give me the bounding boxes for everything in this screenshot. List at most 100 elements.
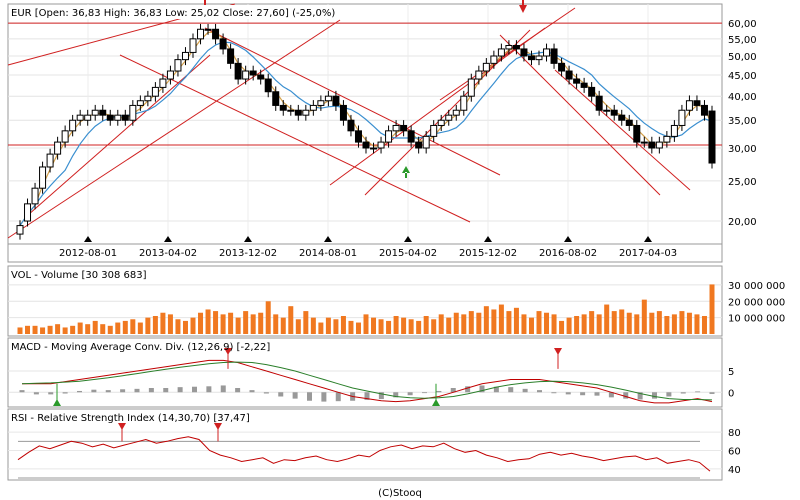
volume-bar xyxy=(355,322,361,334)
volume-y-tick: 20 000 000 xyxy=(728,297,785,308)
volume-bar xyxy=(160,312,166,334)
macd-histogram-bar xyxy=(278,392,284,397)
volume-bar xyxy=(468,311,474,334)
candle-body xyxy=(234,62,242,80)
volume-bar xyxy=(258,312,264,334)
macd-histogram-bar xyxy=(594,392,600,396)
candle-body xyxy=(76,114,84,121)
candle-body xyxy=(189,38,197,53)
x-tick-marker xyxy=(324,236,332,242)
volume-bar xyxy=(280,317,286,334)
candle-body xyxy=(106,114,114,121)
volume-bar xyxy=(17,327,23,334)
candle-body xyxy=(400,124,408,132)
rsi-line xyxy=(17,436,711,472)
footer-credit: (C)Stooq xyxy=(378,488,422,499)
volume-bar xyxy=(634,314,640,334)
macd-histogram-bar xyxy=(19,390,25,393)
price-x-tick: 2016-08-02 xyxy=(539,248,597,259)
rsi-title: RSI - Relative Strength Index (14,30,70)… xyxy=(11,413,250,424)
x-tick-marker xyxy=(404,236,412,242)
candle-body xyxy=(257,74,265,80)
macd-histogram-bar xyxy=(551,392,557,394)
rsi-sell-marker xyxy=(118,423,126,430)
volume-bar xyxy=(107,325,113,334)
macd-y-tick: 5 xyxy=(728,367,734,378)
volume-bar xyxy=(205,309,211,334)
volume-bar xyxy=(431,319,437,334)
candle-body xyxy=(61,130,69,143)
macd-histogram-bar xyxy=(666,392,672,397)
candle-body xyxy=(640,141,648,144)
candle-body xyxy=(332,95,340,106)
volume-bar xyxy=(551,314,557,334)
volume-bar xyxy=(40,327,46,334)
volume-title: VOL - Volume [30 308 683] xyxy=(11,270,147,281)
candle-body xyxy=(460,95,468,111)
volume-bar xyxy=(498,304,504,334)
macd-histogram-bar xyxy=(220,385,226,393)
candle-body xyxy=(565,70,573,80)
macd-buy-marker xyxy=(432,399,440,406)
candle-body xyxy=(497,48,505,57)
volume-bar xyxy=(626,312,632,334)
volume-bar xyxy=(333,319,339,334)
candle-body xyxy=(385,130,393,143)
candle-body xyxy=(24,203,32,222)
volume-bar xyxy=(694,314,700,334)
volume-bar xyxy=(371,317,377,334)
macd-buy-marker xyxy=(53,399,61,406)
candle-body xyxy=(550,48,558,64)
volume-bar xyxy=(295,319,301,334)
candle-body xyxy=(69,119,77,132)
macd-histogram-bar xyxy=(177,387,183,393)
candle-body xyxy=(204,28,212,31)
candle-body xyxy=(39,166,47,189)
volume-bar xyxy=(175,319,181,334)
candle-body xyxy=(309,104,317,111)
price-x-tick: 2017-04-03 xyxy=(619,248,677,259)
macd-histogram-bar xyxy=(522,388,528,393)
candle-body xyxy=(46,153,54,168)
rsi-sell-marker xyxy=(214,423,222,430)
volume-bar xyxy=(310,317,316,334)
volume-bar xyxy=(213,311,219,334)
price-x-tick: 2015-12-02 xyxy=(459,248,517,259)
candle-body xyxy=(670,124,678,137)
candle-body xyxy=(294,109,302,116)
macd-histogram-bar xyxy=(105,390,111,393)
candle-body xyxy=(430,124,438,137)
candle-body xyxy=(121,114,129,121)
volume-bar xyxy=(709,284,715,334)
trend-line xyxy=(7,19,341,239)
macd-histogram-bar xyxy=(709,392,715,394)
volume-bar xyxy=(528,317,534,334)
volume-bar xyxy=(348,320,354,334)
x-tick-marker xyxy=(644,236,652,242)
candle-body xyxy=(490,55,498,64)
macd-histogram-bar xyxy=(206,386,212,393)
volume-bar xyxy=(611,311,617,334)
volume-bar xyxy=(559,320,565,334)
candle-body xyxy=(242,70,250,80)
macd-histogram-bar xyxy=(120,389,126,393)
x-tick-marker xyxy=(484,236,492,242)
macd-histogram-bar xyxy=(407,392,413,396)
volume-bar xyxy=(182,320,188,334)
candle-body xyxy=(159,78,167,88)
volume-bar xyxy=(325,317,331,334)
trend-line xyxy=(554,69,691,191)
volume-bar xyxy=(62,327,68,334)
candle-body xyxy=(407,130,415,143)
price-y-tick: 35,00 xyxy=(728,116,757,127)
macd-histogram-bar xyxy=(436,390,442,393)
candle-body xyxy=(362,141,370,149)
macd-histogram-bar xyxy=(62,392,68,394)
candle-body xyxy=(595,95,603,111)
candle-body xyxy=(317,100,325,106)
price-y-tick: 30,00 xyxy=(728,144,757,155)
volume-bar xyxy=(393,316,399,334)
candle-body xyxy=(610,109,618,116)
price-y-tick: 40,00 xyxy=(728,92,757,103)
